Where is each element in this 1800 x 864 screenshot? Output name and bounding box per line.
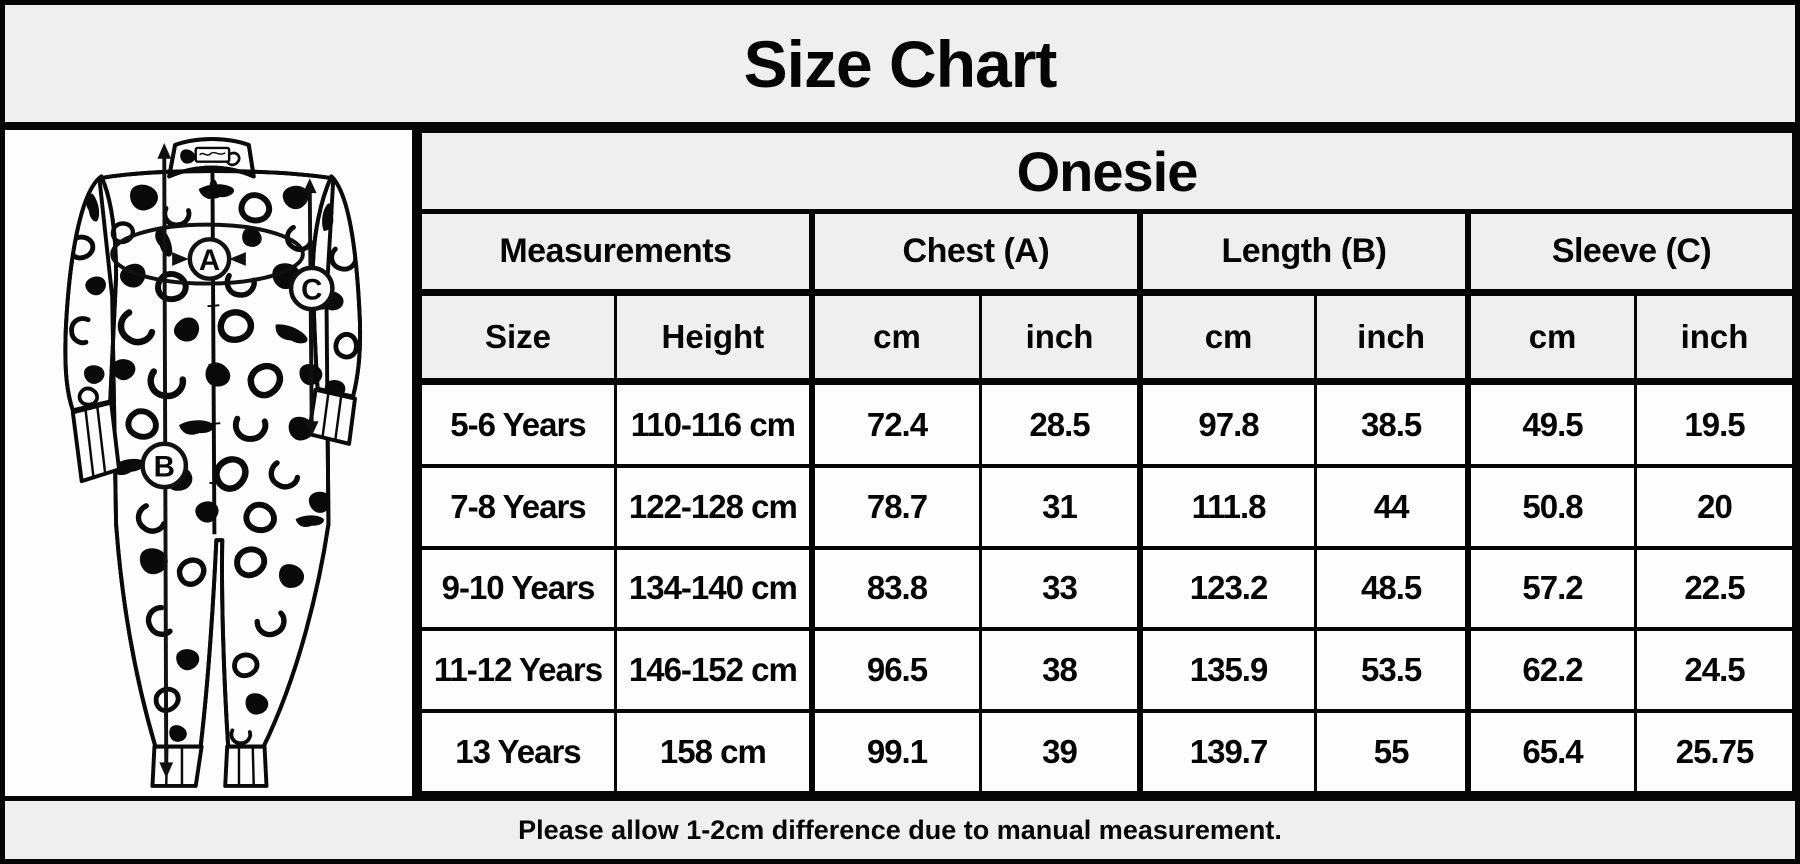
table-row: 11-12 Years 146-152 cm 96.5 38 135.9 53.… [419, 627, 1795, 713]
collar-label [194, 146, 231, 163]
cell-sleeve-cm: 65.4 [1465, 708, 1638, 796]
chest-measure-ellipse [110, 222, 305, 286]
right-wrist-cuff [306, 387, 357, 446]
onesie-figure-panel: A B C [5, 130, 419, 796]
product-header-row: Onesie [419, 130, 1795, 214]
cell-size: 7-8 Years [419, 464, 617, 550]
cell-sleeve-cm: 49.5 [1465, 379, 1638, 469]
col-header-chest-inch: inch [979, 291, 1142, 385]
column-header-row: Size Height cm inch cm inch cm inch [419, 291, 1795, 385]
cell-length-cm: 123.2 [1136, 545, 1318, 632]
cell-sleeve-inch: 20 [1634, 464, 1795, 550]
cell-sleeve-cm: 62.2 [1465, 627, 1638, 713]
main-area: A B C Onesie [5, 130, 1795, 796]
cell-size: 11-12 Years [419, 627, 617, 713]
cell-length-inch: 48.5 [1314, 545, 1470, 632]
cell-chest-cm: 83.8 [808, 545, 983, 632]
group-header-row: Measurements Chest (A) Length (B) Sleeve… [418, 210, 1795, 296]
length-marker-circle [140, 441, 189, 490]
cell-size: 13 Years [419, 708, 617, 796]
measure-label-c: C [301, 273, 322, 306]
cell-sleeve-inch: 19.5 [1634, 379, 1795, 469]
cell-chest-cm: 78.7 [808, 464, 983, 550]
cell-chest-cm: 72.4 [808, 379, 983, 469]
onesie-line-drawing: A B C [63, 137, 363, 788]
cell-size: 5-6 Years [419, 379, 617, 469]
footer-note-bar: Please allow 1-2cm difference due to man… [5, 796, 1795, 859]
left-wrist-cuff [70, 400, 122, 484]
cell-sleeve-inch: 25.75 [1634, 708, 1795, 796]
cell-height: 158 cm [613, 708, 814, 796]
right-ankle-cuff [223, 744, 269, 788]
cell-height: 122-128 cm [613, 464, 814, 550]
cell-sleeve-cm: 50.8 [1465, 464, 1638, 550]
title-bar: Size Chart [5, 5, 1795, 130]
cell-sleeve-cm: 57.2 [1465, 545, 1638, 632]
sleeve-marker-circle [288, 265, 335, 312]
cell-chest-cm: 99.1 [808, 708, 983, 796]
cell-sleeve-inch: 22.5 [1634, 545, 1795, 632]
cell-length-cm: 139.7 [1136, 708, 1318, 796]
cell-height: 134-140 cm [613, 545, 814, 632]
group-header-measurements: Measurements [418, 210, 814, 296]
col-header-sleeve-cm: cm [1465, 291, 1638, 385]
table-row: 5-6 Years 110-116 cm 72.4 28.5 97.8 38.5… [419, 379, 1795, 469]
group-header-sleeve: Sleeve (C) [1465, 210, 1795, 296]
table-row: 7-8 Years 122-128 cm 78.7 31 111.8 44 50… [419, 464, 1795, 550]
col-header-length-inch: inch [1314, 291, 1470, 385]
measure-label-a: A [199, 244, 220, 277]
size-table: Onesie Measurements Chest (A) Length (B)… [418, 130, 1795, 796]
size-table-wrap: Onesie Measurements Chest (A) Length (B)… [418, 130, 1795, 796]
cell-size: 9-10 Years [419, 545, 617, 632]
cell-height: 146-152 cm [613, 627, 814, 713]
table-row: 9-10 Years 134-140 cm 83.8 33 123.2 48.5… [419, 545, 1795, 632]
cell-chest-inch: 28.5 [979, 379, 1142, 469]
group-header-chest: Chest (A) [808, 210, 1142, 296]
table-row: 13 Years 158 cm 99.1 39 139.7 55 65.4 25… [419, 708, 1795, 796]
cell-chest-inch: 39 [979, 708, 1142, 796]
cell-height: 110-116 cm [613, 379, 814, 469]
measurement-disclaimer: Please allow 1-2cm difference due to man… [518, 814, 1282, 845]
cell-chest-inch: 31 [979, 464, 1142, 550]
group-header-length: Length (B) [1136, 210, 1470, 296]
cell-length-inch: 44 [1314, 464, 1470, 550]
cell-chest-inch: 33 [979, 545, 1142, 632]
left-ankle-cuff [150, 744, 204, 788]
cell-length-inch: 53.5 [1314, 627, 1470, 713]
col-header-length-cm: cm [1136, 291, 1318, 385]
cell-length-cm: 135.9 [1136, 627, 1318, 713]
cell-chest-cm: 96.5 [808, 627, 983, 713]
col-header-chest-cm: cm [808, 291, 983, 385]
cell-length-inch: 38.5 [1314, 379, 1470, 469]
col-header-size: Size [419, 291, 617, 385]
product-title: Onesie [419, 130, 1795, 214]
cell-length-cm: 111.8 [1136, 464, 1318, 550]
page-title: Size Chart [743, 26, 1058, 101]
measurement-annotations: A B C [110, 143, 335, 779]
cell-length-cm: 97.8 [1136, 379, 1318, 469]
measure-label-b: B [154, 450, 175, 483]
chest-marker-circle [187, 237, 232, 281]
cell-length-inch: 55 [1314, 708, 1470, 796]
cell-chest-inch: 38 [979, 627, 1142, 713]
col-header-sleeve-inch: inch [1634, 291, 1795, 385]
col-header-height: Height [613, 291, 814, 385]
cell-sleeve-inch: 24.5 [1634, 627, 1795, 713]
